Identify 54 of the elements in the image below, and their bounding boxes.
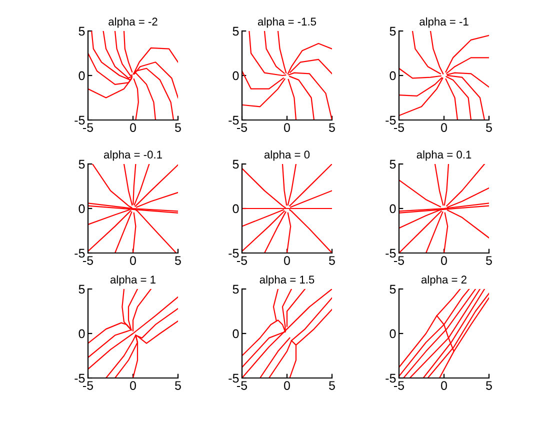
x-tick-label: 5: [175, 381, 181, 390]
x-tick-label: 0: [441, 123, 447, 132]
chart-title: alpha = 0.1: [416, 150, 472, 161]
y-tick-label: 0: [390, 71, 396, 80]
x-tick-label: 0: [284, 381, 290, 390]
x-tick-label: 0: [130, 381, 136, 390]
y-tick-label: -5: [386, 116, 396, 125]
x-tick-label: 0: [130, 123, 136, 132]
chart-title: alpha = -1.5: [258, 17, 316, 28]
y-tick-label: -5: [386, 248, 396, 258]
y-tick-label: 5: [78, 160, 85, 169]
x-tick-label: 0: [441, 256, 447, 265]
y-tick-label: 5: [232, 284, 239, 294]
x-tick-label: 5: [175, 256, 181, 265]
y-tick-label: 0: [78, 71, 85, 80]
y-tick-label: 0: [78, 204, 85, 214]
y-tick-label: 5: [232, 26, 239, 36]
y-tick-label: -5: [74, 116, 85, 125]
y-tick-label: 0: [390, 204, 396, 214]
y-tick-label: 0: [232, 329, 239, 338]
y-tick-label: -5: [228, 116, 239, 125]
y-tick-label: 5: [390, 160, 396, 169]
y-tick-label: 0: [232, 71, 239, 80]
y-tick-label: 5: [390, 26, 396, 36]
x-tick-label: 0: [284, 123, 290, 132]
y-tick-label: 0: [78, 329, 85, 338]
chart-title: alpha = 1: [110, 275, 156, 286]
chart-title: alpha = -0.1: [104, 150, 162, 161]
x-tick-label: 5: [486, 381, 492, 390]
x-tick-label: 5: [486, 256, 492, 265]
y-tick-label: -5: [74, 374, 85, 383]
x-tick-label: 5: [329, 256, 335, 265]
chart-title: alpha = 1.5: [260, 275, 314, 286]
y-tick-label: 5: [78, 284, 85, 294]
x-tick-label: 0: [130, 256, 136, 265]
x-tick-label: 5: [175, 123, 181, 132]
y-tick-label: -5: [74, 248, 85, 258]
x-tick-label: 0: [441, 381, 447, 390]
y-tick-label: 0: [390, 329, 396, 338]
y-tick-label: -5: [386, 374, 396, 383]
x-tick-label: 5: [329, 381, 335, 390]
chart-title: alpha = -1: [420, 17, 468, 28]
x-tick-label: 0: [284, 256, 290, 265]
y-tick-label: 5: [232, 160, 239, 169]
y-tick-label: 0: [232, 204, 239, 214]
y-tick-label: -5: [228, 248, 239, 258]
chart-title: alpha = 0: [264, 150, 310, 161]
x-tick-label: 5: [329, 123, 335, 132]
chart-title: alpha = 2: [421, 275, 466, 286]
chart-title: alpha = -2: [108, 17, 158, 28]
y-tick-label: -5: [228, 374, 239, 383]
y-tick-label: 5: [390, 284, 396, 294]
x-tick-label: 5: [486, 123, 492, 132]
y-tick-label: 5: [78, 26, 85, 36]
